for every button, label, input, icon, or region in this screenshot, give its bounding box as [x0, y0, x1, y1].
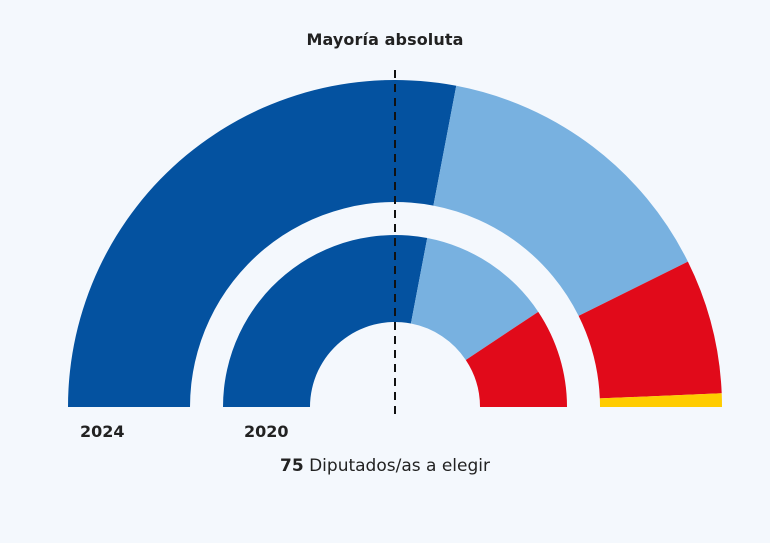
seats-count: 75	[280, 456, 304, 476]
year-label-2024: 2024	[80, 422, 125, 441]
ring-2020	[223, 235, 567, 407]
seat-segment-2020-2	[465, 311, 567, 407]
seat-segment-2024-1	[433, 85, 688, 316]
year-label-2020: 2020	[244, 422, 289, 441]
seat-segment-2020-0	[223, 235, 428, 407]
seat-segment-2020-1	[410, 238, 539, 360]
seat-segment-2024-0	[68, 80, 457, 408]
ring-2024	[68, 80, 722, 408]
seat-segment-2024-2	[578, 261, 722, 399]
seats-text: Diputados/as a elegir	[303, 456, 490, 476]
seats-caption: 75 Diputados/as a elegir	[0, 456, 770, 476]
majority-label: Mayoría absoluta	[306, 30, 464, 49]
seat-segment-2024-3	[599, 393, 722, 407]
